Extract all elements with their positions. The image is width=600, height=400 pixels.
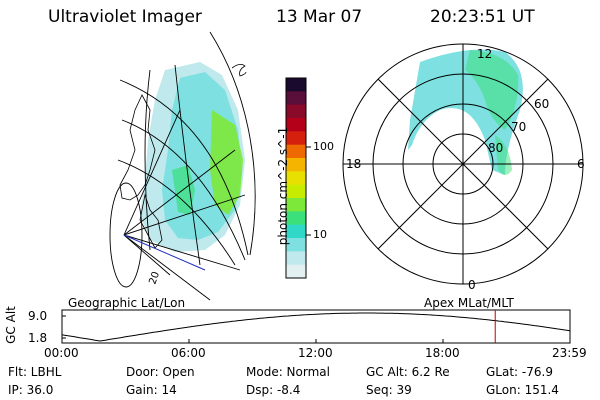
orbit-xtick-4: 23:59 bbox=[552, 346, 587, 360]
colorbar-tick-10: 10 bbox=[313, 228, 327, 241]
orbit-left-title: Geographic Lat/Lon bbox=[68, 296, 186, 310]
orbit-xtick-1: 06:00 bbox=[171, 346, 206, 360]
info-dsp: Dsp: -8.4 bbox=[246, 383, 301, 397]
info-gc-alt: GC Alt: 6.2 Re bbox=[366, 365, 450, 379]
colorbar-stripe bbox=[286, 171, 306, 186]
polar-grid bbox=[342, 43, 584, 285]
geo-grid bbox=[109, 31, 256, 301]
colorbar-stripe bbox=[286, 91, 306, 106]
orbit-ylabel: GC Alt bbox=[3, 306, 18, 344]
colorbar-stripe bbox=[286, 224, 306, 239]
app-title: Ultraviolet Imager bbox=[48, 7, 202, 27]
colorbar-stripe bbox=[286, 238, 306, 252]
info-ip: IP: 36.0 bbox=[8, 383, 54, 397]
coastlines bbox=[119, 64, 247, 249]
colorbar-stripe bbox=[286, 264, 306, 279]
colorbar-stripe bbox=[286, 158, 306, 172]
info-seq: Seq: 39 bbox=[366, 383, 412, 397]
colorbar-stripe bbox=[286, 104, 306, 119]
lat-label-80: 80 bbox=[488, 141, 503, 155]
orbit-ytick-min: 1.8 bbox=[28, 331, 48, 345]
orbit-right-title: Apex MLat/MLT bbox=[424, 296, 514, 310]
info-filter: Flt: LBHL bbox=[8, 365, 62, 379]
colorbar-stripe bbox=[286, 131, 306, 146]
orbit-xtick-2: 12:00 bbox=[298, 346, 333, 360]
satellite-track bbox=[123, 234, 206, 271]
mlt-label-12: 12 bbox=[477, 47, 492, 61]
info-glon: GLon: 151.4 bbox=[486, 383, 559, 397]
mlt-label-18: 18 bbox=[346, 157, 361, 171]
info-gain: Gain: 14 bbox=[126, 383, 177, 397]
time-label: 20:23:51 UT bbox=[430, 7, 535, 27]
info-door: Door: Open bbox=[126, 365, 195, 379]
orbit-ytick-max: 9.0 bbox=[28, 309, 48, 323]
geo-lat-label: 20 bbox=[147, 270, 162, 286]
colorbar-stripe bbox=[286, 118, 306, 132]
colorbar bbox=[285, 77, 311, 279]
colorbar-stripe bbox=[286, 144, 306, 159]
polar-emission-patch bbox=[495, 135, 512, 175]
colorbar-stripe bbox=[286, 184, 306, 199]
polar-plot: 12 18 6 0 60 70 80 bbox=[342, 43, 585, 292]
colorbar-stripe bbox=[286, 251, 306, 266]
info-glat: GLat: -76.9 bbox=[486, 365, 553, 379]
colorbar-stripe bbox=[286, 211, 306, 226]
colorbar-stripe bbox=[286, 198, 306, 212]
date-label: 13 Mar 07 bbox=[276, 7, 363, 27]
orbit-xtick-3: 18:00 bbox=[425, 346, 460, 360]
lat-label-60: 60 bbox=[534, 97, 549, 111]
colorbar-unit: photon cm^-2 s^-1 bbox=[276, 126, 291, 246]
orbit-xtick-0: 00:00 bbox=[44, 346, 79, 360]
info-mode: Mode: Normal bbox=[246, 365, 330, 379]
mlt-label-6: 6 bbox=[577, 157, 585, 171]
colorbar-tick-100: 100 bbox=[313, 140, 334, 153]
orbit-frame bbox=[61, 309, 571, 344]
colorbar-stripe bbox=[286, 78, 306, 92]
orbit-panel bbox=[61, 309, 571, 344]
lat-label-70: 70 bbox=[511, 120, 526, 134]
emission-bright bbox=[210, 110, 243, 215]
mlt-label-0: 0 bbox=[468, 278, 476, 292]
altitude-curve bbox=[61, 312, 571, 342]
geographic-image: 20 bbox=[109, 31, 256, 301]
polar-emission-bright bbox=[465, 50, 519, 130]
